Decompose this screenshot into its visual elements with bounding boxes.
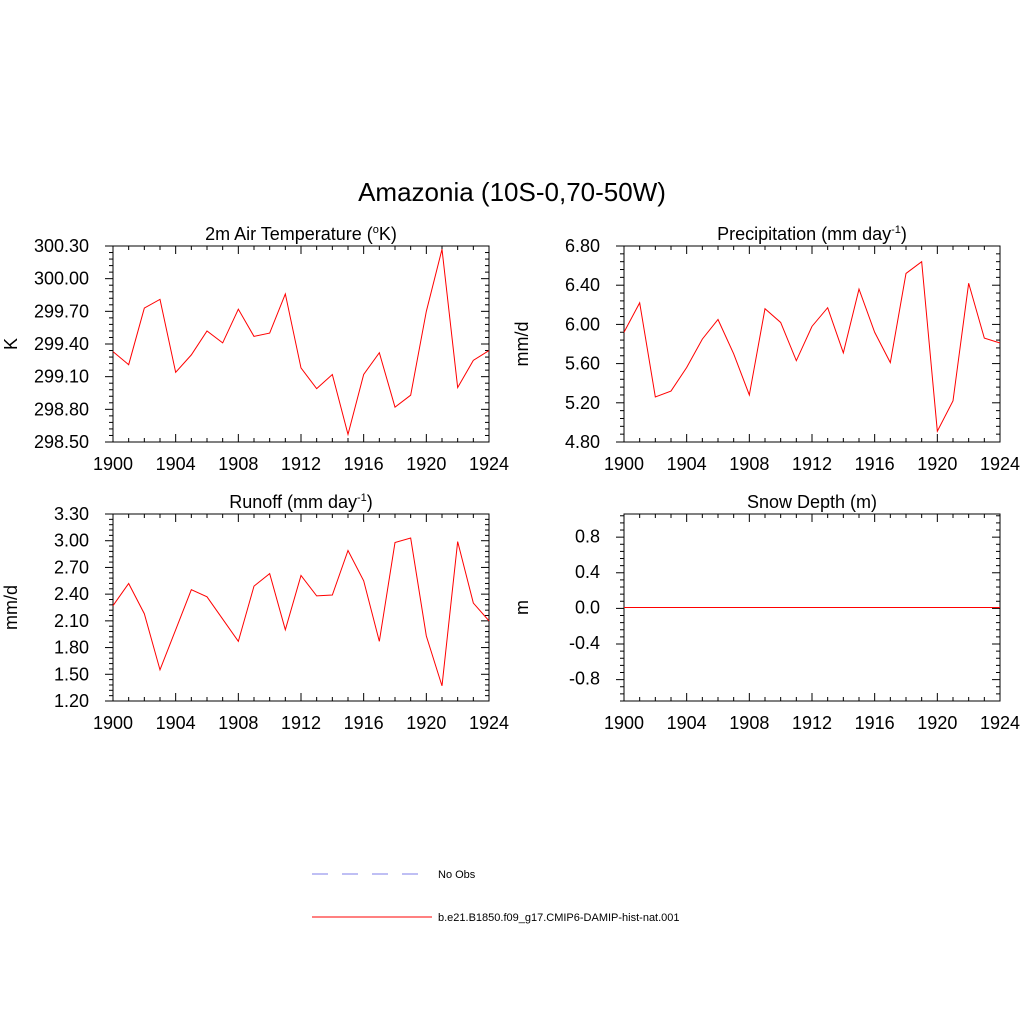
legend-obs-label: No Obs xyxy=(438,869,476,881)
panel-title-main: Snow Depth (m) xyxy=(747,492,877,512)
y-axis-label: mm/d xyxy=(512,322,532,367)
main-title: Amazonia (10S-0,70-50W) xyxy=(358,177,666,207)
panel-title-superscript: -1 xyxy=(357,492,367,504)
y-tick-label: 0.0 xyxy=(575,598,600,618)
x-tick-label: 1908 xyxy=(218,713,258,733)
x-tick-label: 1920 xyxy=(917,713,957,733)
x-tick-label: 1904 xyxy=(667,454,707,474)
panel-1: Precipitation (mm day-1) 1900 1904 1908 1912… xyxy=(512,224,1020,474)
x-tick-label: 1908 xyxy=(218,454,258,474)
y-axis-label: K xyxy=(1,338,21,350)
legend: No Obs b.e21.B1850.f09_g17.CMIP6-DAMIP-h… xyxy=(312,869,680,924)
y-tick-label: 3.30 xyxy=(54,504,89,524)
panel-title-main: Runoff (mm day xyxy=(229,492,357,512)
plot-frame xyxy=(112,513,490,702)
y-tick-label: 4.80 xyxy=(565,432,600,452)
y-tick-label: 5.20 xyxy=(565,393,600,413)
x-tick-label: 1912 xyxy=(281,454,321,474)
y-tick-label: 298.80 xyxy=(34,399,89,419)
panel-title-superscript: o xyxy=(373,224,379,236)
x-tick-label: 1912 xyxy=(281,713,321,733)
x-tick-label: 1920 xyxy=(406,454,446,474)
x-tick-label: 1900 xyxy=(604,713,644,733)
legend-model-label: b.e21.B1850.f09_g17.CMIP6-DAMIP-hist-nat… xyxy=(438,912,680,924)
panel-0: 2m Air Temperature (oK) 1900 1904 1908 1912 1… xyxy=(1,224,509,474)
panel-2: Runoff (mm day-1) 1900 1904 1908 1912 1916 192… xyxy=(1,492,509,733)
x-tick-label: 1920 xyxy=(917,454,957,474)
x-tick-label: 1924 xyxy=(469,454,509,474)
y-tick-label: 300.00 xyxy=(34,269,89,289)
x-tick-label: 1900 xyxy=(93,454,133,474)
x-tick-label: 1916 xyxy=(855,454,895,474)
panel-3: Snow Depth (m) 1900 1904 1908 1912 1916 1920 19… xyxy=(512,492,1020,733)
y-tick-label: 300.30 xyxy=(34,236,89,256)
x-tick-label: 1916 xyxy=(344,713,384,733)
x-tick-label: 1908 xyxy=(729,454,769,474)
y-axis-label: mm/d xyxy=(1,585,21,630)
x-tick-label: 1908 xyxy=(729,713,769,733)
y-tick-label: 2.10 xyxy=(54,611,89,631)
panel-title: Precipitation (mm day-1) xyxy=(717,224,907,244)
y-tick-label: 1.20 xyxy=(54,691,89,711)
series-line xyxy=(112,249,490,437)
y-tick-label: 6.80 xyxy=(565,236,600,256)
panel-title: Snow Depth (m) xyxy=(747,492,877,512)
x-tick-label: 1904 xyxy=(156,454,196,474)
y-tick-label: -0.4 xyxy=(569,633,600,653)
x-tick-label: 1904 xyxy=(156,713,196,733)
panels: 2m Air Temperature (oK)1900 1904 1908 1912 1… xyxy=(1,224,1020,733)
y-tick-label: 0.4 xyxy=(575,562,600,582)
panel-title-end: ) xyxy=(901,224,907,244)
x-tick-label: 1924 xyxy=(980,454,1020,474)
panel-title: 2m Air Temperature (oK) xyxy=(205,224,397,244)
y-tick-label: 299.10 xyxy=(34,367,89,387)
x-tick-label: 1916 xyxy=(855,713,895,733)
x-tick-label: 1904 xyxy=(667,713,707,733)
y-axis-label: m xyxy=(512,600,532,615)
x-tick-label: 1900 xyxy=(604,454,644,474)
x-tick-label: 1924 xyxy=(980,713,1020,733)
panel-title-main: Precipitation (mm day xyxy=(717,224,891,244)
x-tick-label: 1912 xyxy=(792,713,832,733)
y-tick-label: 2.70 xyxy=(54,557,89,577)
y-tick-label: 1.80 xyxy=(54,638,89,658)
y-tick-label: 299.70 xyxy=(34,301,89,321)
plot-frame xyxy=(623,245,1001,443)
x-tick-label: 1924 xyxy=(469,713,509,733)
panel-title-end: K) xyxy=(379,224,397,244)
y-tick-label: 5.60 xyxy=(565,354,600,374)
panel-title-superscript: -1 xyxy=(891,224,901,236)
y-tick-label: 1.50 xyxy=(54,664,89,684)
x-tick-label: 1916 xyxy=(344,454,384,474)
y-tick-label: 3.00 xyxy=(54,531,89,551)
y-tick-label: 6.40 xyxy=(565,275,600,295)
panel-title-end: ) xyxy=(367,492,373,512)
x-tick-label: 1920 xyxy=(406,713,446,733)
panel-title: Runoff (mm day-1) xyxy=(229,492,373,512)
series-line xyxy=(112,537,490,687)
y-tick-label: 6.00 xyxy=(565,314,600,334)
y-tick-label: 298.50 xyxy=(34,432,89,452)
x-tick-label: 1900 xyxy=(93,713,133,733)
panel-title-main: 2m Air Temperature ( xyxy=(205,224,373,244)
y-tick-label: 2.40 xyxy=(54,584,89,604)
x-tick-label: 1912 xyxy=(792,454,832,474)
y-tick-label: -0.8 xyxy=(569,669,600,689)
y-tick-label: 299.40 xyxy=(34,334,89,354)
y-tick-label: 0.8 xyxy=(575,526,600,546)
series-line xyxy=(623,260,1001,433)
